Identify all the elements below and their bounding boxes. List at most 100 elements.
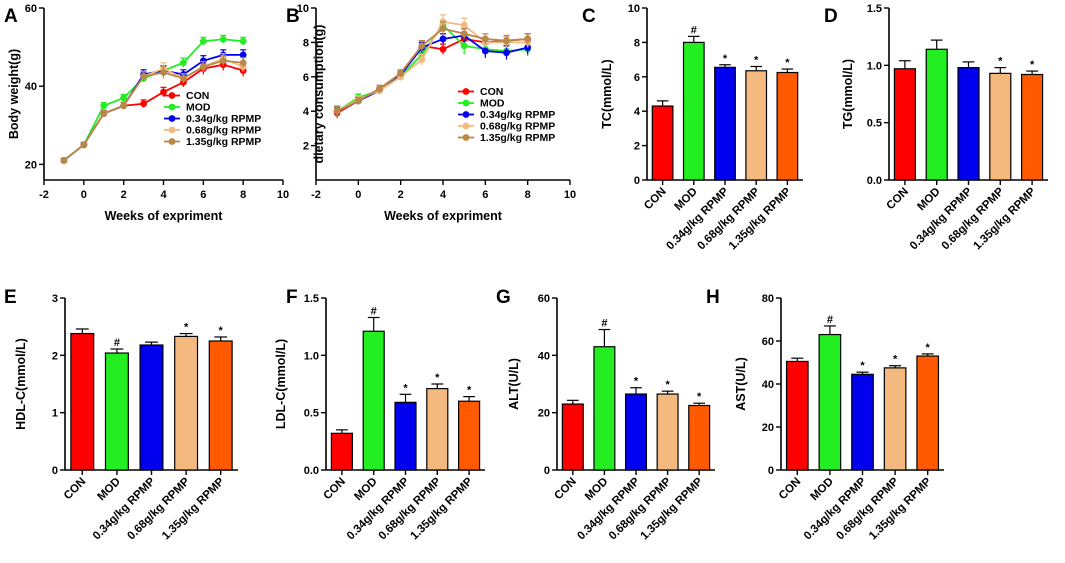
data-point: [239, 59, 247, 67]
y-tick-label: 60: [25, 3, 37, 15]
x-tick-label: 8: [525, 189, 531, 201]
category-label: MOD: [672, 186, 699, 213]
data-point: [481, 35, 489, 43]
x-tick-label: 10: [277, 189, 289, 201]
series-1.35g/kg RPMP: [333, 21, 532, 117]
category-label: CON: [777, 476, 804, 503]
significance-mark: *: [754, 54, 759, 66]
x-tick-label: 6: [482, 189, 488, 201]
legend-marker: [462, 99, 470, 107]
bar-1.35g/kg RPMP: [458, 400, 481, 471]
bar-CON: [893, 68, 916, 181]
bar-0.68g/kg RPMP: [174, 335, 199, 471]
legend-label: 1.35g/kg RPMP: [186, 136, 261, 148]
bar-0.68g/kg RPMP: [656, 393, 679, 471]
legend-marker: [168, 92, 176, 99]
y-axis-title: dietary consumption(g): [312, 25, 326, 164]
significance-mark: *: [860, 360, 865, 372]
category-label: CON: [552, 476, 579, 503]
data-point: [503, 49, 510, 57]
x-tick-label: 10: [564, 189, 576, 201]
x-tick-label: 6: [200, 189, 206, 201]
y-axis-title: TG(mmol/L): [841, 59, 855, 129]
category-label: 1.35g/kg RPMP: [160, 475, 227, 542]
y-tick-label: 4: [303, 106, 310, 118]
x-tick-label: 8: [240, 189, 246, 201]
data-point: [120, 102, 128, 110]
y-axis-title: Body weight(g): [7, 49, 21, 139]
significance-mark: #: [114, 337, 120, 349]
bar-0.34g/kg RPMP: [139, 344, 164, 471]
y-tick-label: 0.5: [304, 408, 319, 420]
series-1.35g/kg RPMP: [60, 55, 247, 164]
bar-MOD: [104, 352, 129, 471]
bar-MOD: [362, 330, 385, 471]
y-tick-label: 0: [768, 465, 774, 477]
data-point: [60, 157, 68, 164]
data-point: [100, 110, 108, 117]
data-point: [160, 69, 167, 76]
x-tick-label: -2: [39, 189, 49, 201]
legend-label: 0.34g/kg RPMP: [186, 113, 261, 125]
y-tick-label: 80: [762, 293, 774, 305]
y-axis-title: TC(mmol/L): [600, 59, 614, 128]
x-tick-label: 2: [398, 189, 404, 201]
y-tick-label: 40: [762, 379, 774, 391]
y-tick-label: 60: [762, 336, 774, 348]
legend-marker: [168, 126, 176, 134]
significance-mark: *: [1030, 59, 1035, 71]
data-point: [460, 21, 468, 29]
panel-label: E: [4, 287, 17, 308]
y-axis-title: AST(U/L): [734, 357, 748, 410]
panel-label: D: [824, 6, 838, 27]
y-tick-label: 6: [634, 72, 640, 84]
panel-label: C: [582, 6, 596, 27]
data-point: [199, 57, 207, 65]
significance-mark: *: [665, 379, 670, 391]
y-tick-label: 2: [52, 350, 58, 362]
y-axis-title: ALT(U/L): [507, 358, 521, 410]
bar-MOD: [818, 333, 842, 471]
legend-marker: [462, 134, 470, 141]
category-label: MOD: [96, 476, 123, 503]
legend-marker: [168, 115, 176, 122]
x-axis-title: Weeks of expriment: [105, 209, 224, 223]
data-point: [160, 88, 167, 96]
category-label: CON: [321, 476, 348, 503]
data-point: [439, 45, 447, 53]
data-point: [460, 42, 468, 50]
y-tick-label: 0.0: [867, 175, 882, 187]
data-point: [180, 59, 187, 67]
data-point: [120, 94, 128, 102]
category-label: 0.34g/kg RPMP: [91, 475, 158, 542]
data-point: [354, 97, 362, 105]
panel-A: A 20 40 60 -2 0 2 4 6 8 10 Weeks of expriment Body w…: [4, 3, 289, 223]
y-tick-label: 1.5: [304, 293, 319, 305]
y-tick-label: 1: [52, 408, 58, 420]
y-tick-label: 8: [634, 37, 640, 49]
significance-mark: #: [371, 305, 377, 317]
legend-label: 1.35g/kg RPMP: [480, 132, 555, 144]
bar-CON: [561, 403, 584, 471]
bar-0.34g/kg RPMP: [394, 401, 417, 471]
legend-label: 0.34g/kg RPMP: [480, 109, 555, 121]
significance-mark: *: [219, 325, 224, 337]
significance-mark: *: [723, 53, 728, 65]
category-label: 1.35g/kg RPMP: [867, 475, 934, 542]
data-point: [397, 69, 405, 77]
bar-MOD: [925, 48, 948, 181]
bar-CON: [330, 432, 353, 471]
significance-mark: *: [184, 322, 189, 334]
y-tick-label: 20: [538, 408, 550, 420]
data-point: [376, 85, 383, 93]
y-tick-label: 40: [538, 350, 550, 362]
y-tick-label: 20: [25, 159, 37, 171]
data-point: [140, 73, 147, 80]
y-tick-label: 0.5: [867, 118, 882, 130]
legend-label: CON: [480, 86, 503, 98]
